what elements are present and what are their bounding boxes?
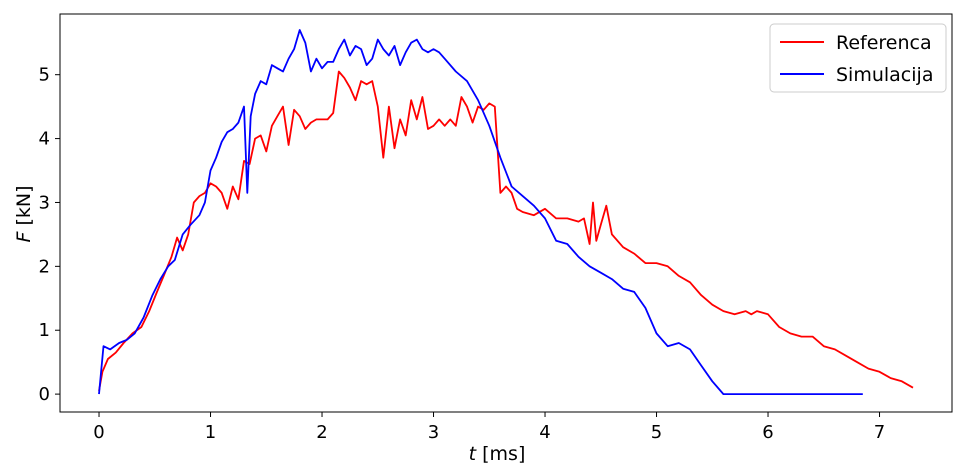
- x-tick-label: 1: [205, 422, 216, 443]
- y-tick-label: 4: [39, 129, 50, 150]
- x-tick-label: 3: [428, 422, 439, 443]
- series-line-simulacija: [98, 29, 863, 396]
- y-tick-label: 3: [39, 192, 50, 213]
- y-axis-ticks: 0 1 2 3 4 5: [39, 65, 60, 405]
- x-axis-label: t [ms]: [469, 443, 526, 465]
- y-tick-label: 1: [39, 320, 50, 341]
- y-tick-label: 0: [39, 384, 50, 405]
- x-tick-label: 2: [316, 422, 327, 443]
- series-layer: [98, 29, 914, 396]
- x-tick-label: 4: [539, 422, 550, 443]
- y-tick-label: 5: [39, 65, 50, 86]
- y-axis-label: F [kN]: [13, 185, 35, 242]
- x-tick-label: 5: [651, 422, 662, 443]
- x-tick-label: 7: [874, 422, 885, 443]
- x-tick-label: 6: [762, 422, 773, 443]
- x-tick-label: 0: [93, 422, 104, 443]
- plot-frame: [59, 13, 953, 413]
- y-tick-label: 2: [39, 256, 50, 277]
- legend-label-referenca: Referenca: [836, 32, 932, 54]
- legend-label-simulacija: Simulacija: [836, 64, 933, 86]
- series-line-referenca: [98, 70, 914, 392]
- legend: Referenca Simulacija: [769, 23, 947, 93]
- x-axis-ticks: 0 1 2 3 4 5 6 7: [93, 412, 885, 443]
